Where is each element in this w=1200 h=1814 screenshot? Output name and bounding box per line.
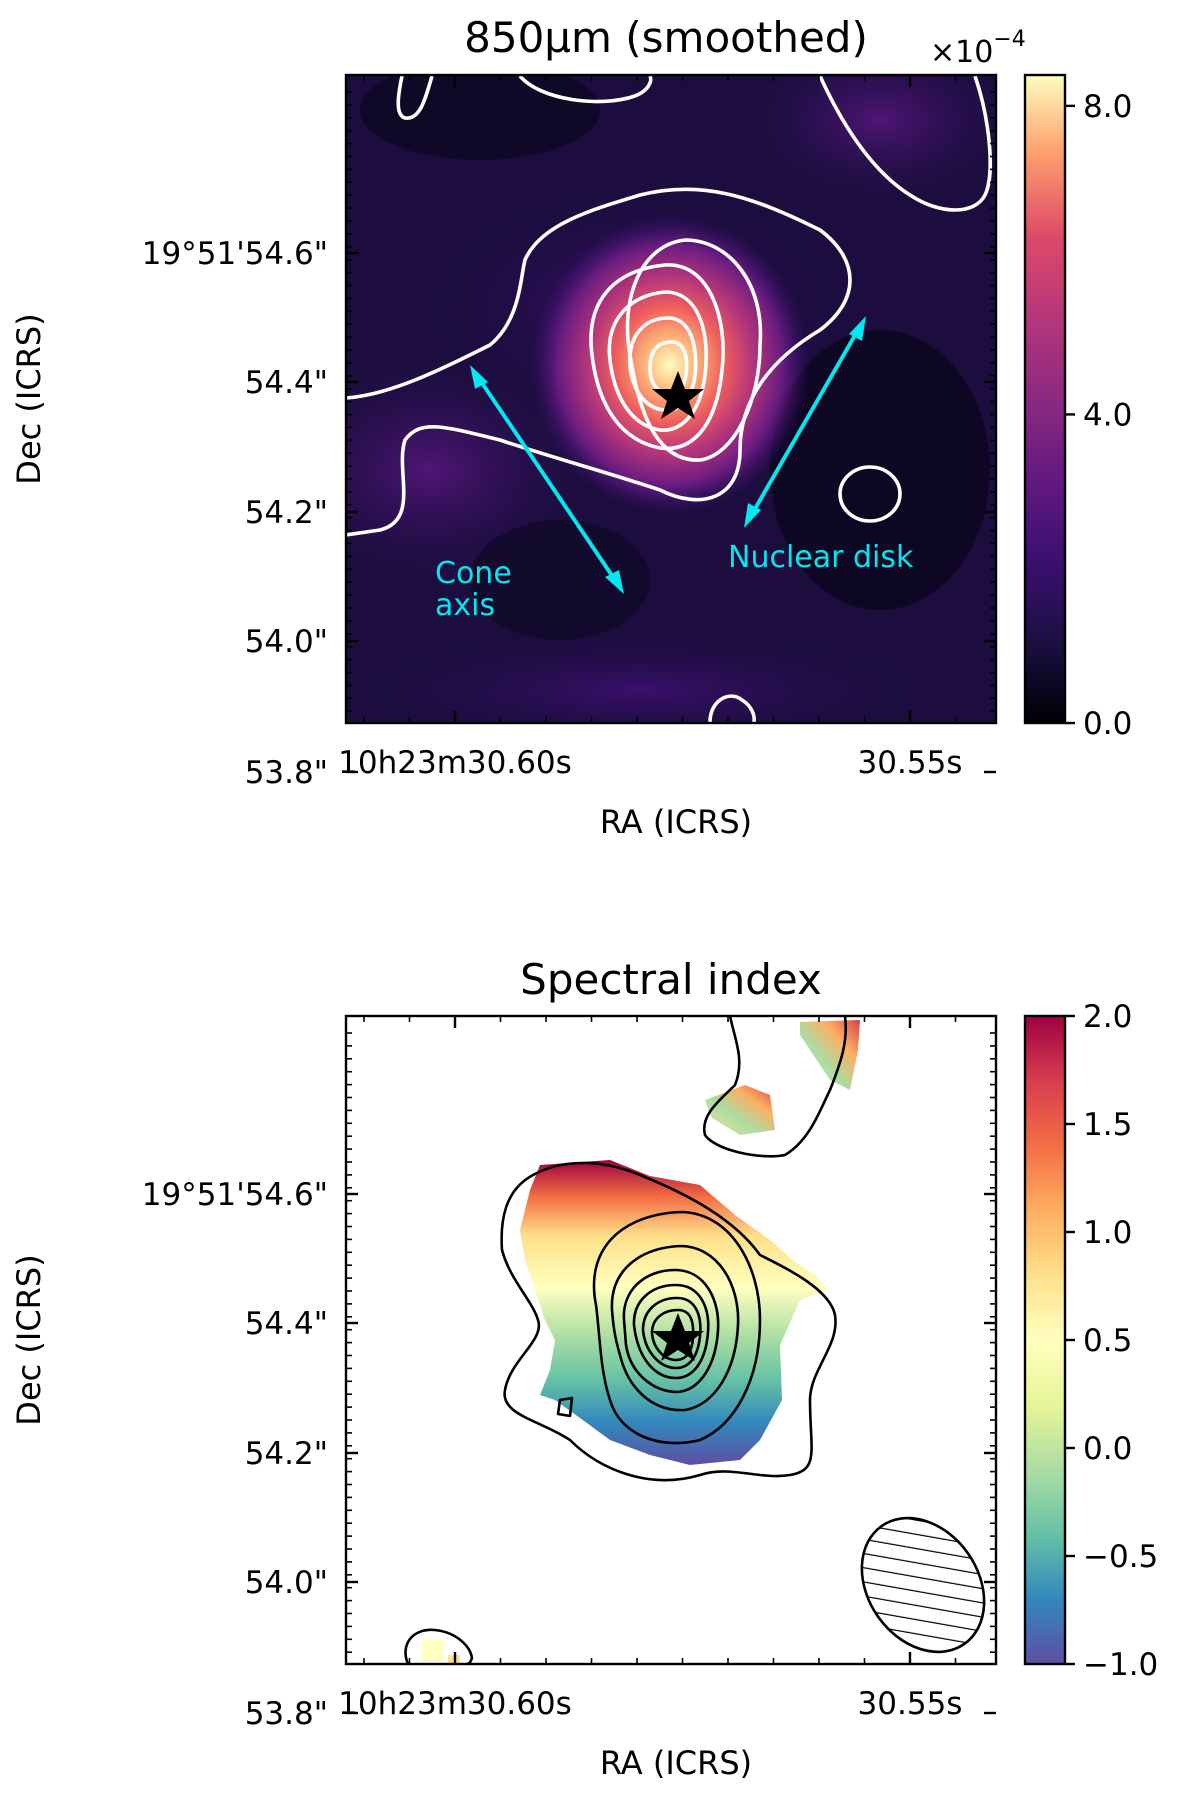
annotation-cone: Cone axis bbox=[435, 556, 512, 623]
black-star-icon bbox=[652, 1313, 704, 1361]
y-tick-label: 54.4" bbox=[245, 1306, 328, 1342]
panel-850um: 850μm (smoothed) ×10−4 bbox=[10, 13, 1132, 841]
panel2-image bbox=[346, 1016, 996, 1664]
y-axis-label: Dec (ICRS) bbox=[10, 313, 48, 484]
panel1-frame bbox=[344, 73, 998, 725]
annotation-nuclear-disk: Nuclear disk bbox=[728, 540, 914, 575]
y-tick-label: 19°51'54.6" bbox=[142, 236, 328, 272]
y-tick-label: 54.0" bbox=[245, 1565, 328, 1601]
colorbar-tick-label: 1.0 bbox=[1083, 1215, 1132, 1251]
black-star-icon bbox=[652, 371, 704, 419]
y-tick-label: 53.8" bbox=[245, 1696, 328, 1732]
colorbar-tick-label: 0.0 bbox=[1083, 706, 1132, 742]
colorbar-tick-label: −0.5 bbox=[1083, 1539, 1158, 1575]
x-tick-label: 10h23m30.60s bbox=[338, 1686, 572, 1722]
colorbar-tick-label: 1.5 bbox=[1083, 1107, 1132, 1143]
x-tick-label: 30.55s bbox=[858, 745, 963, 781]
y-tick-label: 19°51'54.6" bbox=[142, 1177, 328, 1213]
colorbar1-multiplier: ×10−4 bbox=[930, 27, 1026, 70]
x-axis-label: RA (ICRS) bbox=[600, 1744, 752, 1782]
panel-spectral-index: Spectral index 19°51'54.6" 54.4" 54.2" 54.0… bbox=[10, 955, 1158, 1782]
panel2-title: Spectral index bbox=[520, 955, 822, 1004]
colorbar1 bbox=[1025, 75, 1065, 723]
y-tick-label: 54.2" bbox=[245, 1436, 328, 1472]
y-tick-label: 54.0" bbox=[245, 624, 328, 660]
colorbar-tick-label: −1.0 bbox=[1083, 1647, 1158, 1683]
panel2-frame bbox=[344, 1014, 998, 1666]
colorbar-tick-label: 8.0 bbox=[1083, 89, 1132, 125]
panel2-axes: 19°51'54.6" 54.4" 54.2" 54.0" 53.8" 10h23m30.… bbox=[10, 1016, 996, 1782]
panel1-title: 850μm (smoothed) bbox=[464, 13, 868, 62]
beam-ellipse bbox=[860, 1516, 986, 1654]
colorbar-tick-label: 0.5 bbox=[1083, 1323, 1132, 1359]
y-tick-label: 53.8" bbox=[245, 755, 328, 791]
colorbar-tick-label: 2.0 bbox=[1083, 999, 1132, 1035]
x-axis-label: RA (ICRS) bbox=[600, 803, 752, 841]
nuclear-disk-arrow bbox=[744, 316, 866, 528]
colorbar-tick-label: 4.0 bbox=[1083, 397, 1132, 433]
colorbar-tick-label: 0.0 bbox=[1083, 1431, 1132, 1467]
x-tick-label: 30.55s bbox=[858, 1686, 963, 1722]
cone-axis-arrow bbox=[470, 365, 624, 594]
panel1-image bbox=[346, 75, 996, 723]
y-tick-label: 54.2" bbox=[245, 495, 328, 531]
panel1-axes: 19°51'54.6" 54.4" 54.2" 54.0" 53.8" 10h23m30.… bbox=[10, 75, 996, 841]
colorbar2-ticks: 2.0 1.5 1.0 0.5 0.0 −0.5 −1.0 bbox=[1065, 999, 1158, 1683]
colorbar1-ticks: 0.0 4.0 8.0 bbox=[1065, 89, 1132, 742]
x-tick-label: 10h23m30.60s bbox=[338, 745, 572, 781]
y-tick-label: 54.4" bbox=[245, 365, 328, 401]
colorbar2 bbox=[1025, 1016, 1065, 1664]
y-axis-label: Dec (ICRS) bbox=[10, 1254, 48, 1425]
